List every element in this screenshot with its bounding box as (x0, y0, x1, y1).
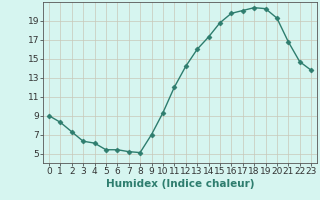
X-axis label: Humidex (Indice chaleur): Humidex (Indice chaleur) (106, 179, 254, 189)
